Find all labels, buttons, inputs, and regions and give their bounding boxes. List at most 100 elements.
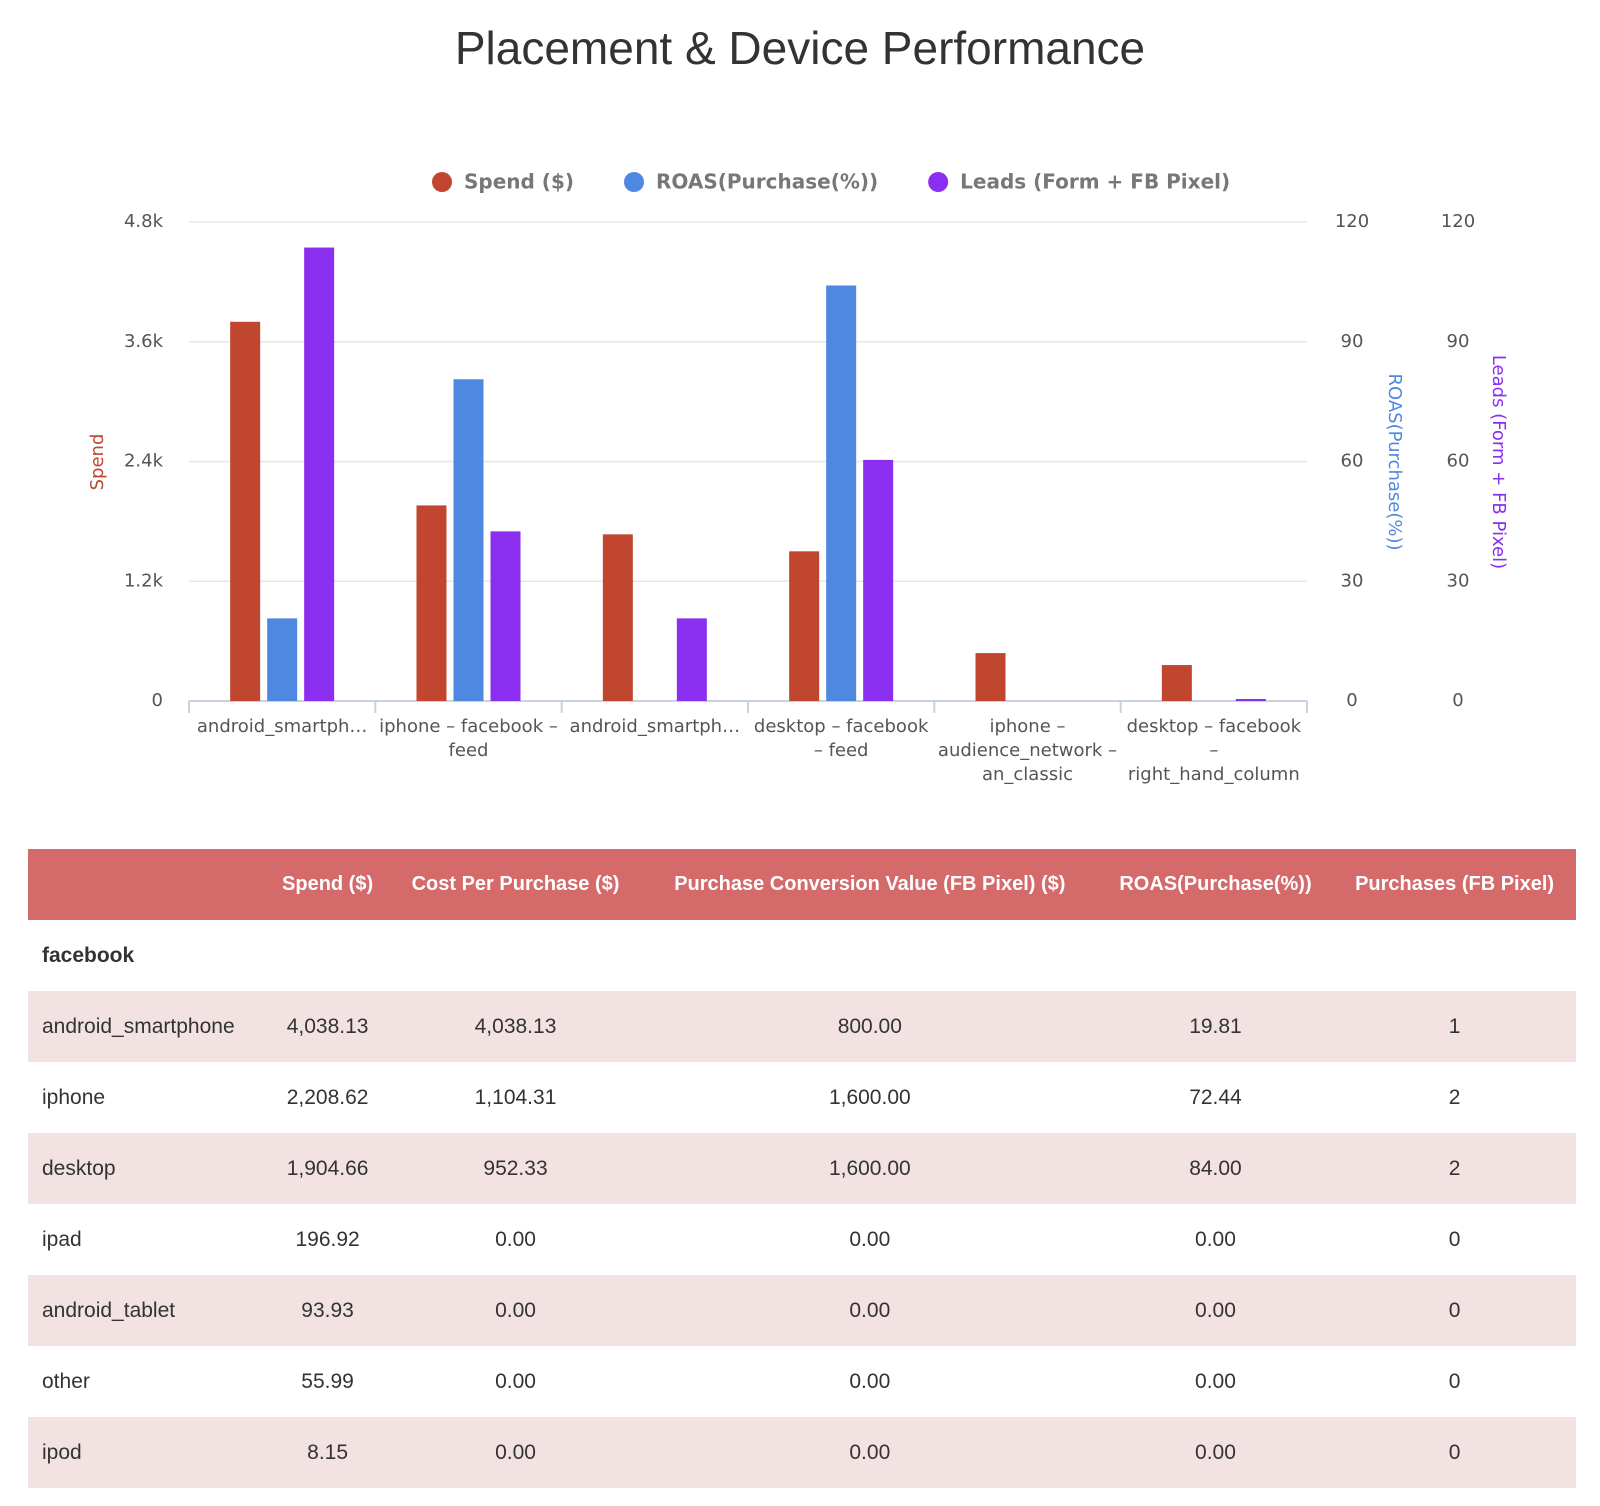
- bar: [1161, 665, 1192, 701]
- group-row: facebook: [28, 920, 1576, 991]
- y3-tick-label: 120: [1441, 211, 1475, 232]
- table-cell: 2: [1448, 1085, 1461, 1109]
- group-cell: facebook: [42, 943, 135, 967]
- x-tick-label: desktop – facebook – right_hand_column: [1126, 716, 1302, 785]
- y-tick-label: 3.6k: [124, 331, 164, 352]
- legend-marker: [624, 172, 644, 192]
- legend-label: Leads (Form + FB Pixel): [960, 170, 1230, 194]
- table-cell: 0.00: [849, 1227, 891, 1251]
- bar: [789, 551, 820, 701]
- header-cell: Spend ($): [265, 849, 390, 920]
- data-table: Spend ($) Cost Per Purchase ($) Purchase C…: [28, 849, 1576, 1488]
- table-cell: 0.00: [1195, 1369, 1236, 1393]
- y2-tick-label: 30: [1341, 570, 1364, 591]
- x-tick-label: iphone – facebook – feed: [379, 716, 558, 761]
- table-cell: android_tablet: [28, 1275, 266, 1346]
- legend-marker: [432, 172, 452, 192]
- x-tick-label: android_smartph…: [196, 716, 368, 737]
- table-cell: 93.93: [265, 1275, 390, 1346]
- y-tick-label: 0: [152, 690, 163, 711]
- table-cell: 0.00: [641, 1417, 1098, 1488]
- bar: [676, 618, 707, 701]
- y3-tick-label: 90: [1447, 331, 1470, 352]
- header-cell: Purchases (FB Pixel): [1333, 849, 1576, 920]
- table-cell: 0.00: [389, 1275, 642, 1346]
- y2-axis-title: ROAS(Purchase(%)): [1384, 373, 1405, 550]
- table-cell: 55.99: [301, 1369, 354, 1393]
- table-cell: 0.00: [849, 1369, 891, 1393]
- table-row: ipad 196.92 0.00 0.00 0.00 0: [28, 1204, 1576, 1275]
- bar: [230, 321, 261, 701]
- table-cell: 0.00: [1097, 1417, 1334, 1488]
- y2-tick-label: 60: [1341, 451, 1364, 472]
- table-row: iphone 2,208.62 1,104.31 1,600.00 72.44 2: [28, 1062, 1576, 1133]
- table-cell: 1,600.00: [828, 1085, 911, 1109]
- table-cell: 196.92: [295, 1227, 360, 1251]
- table-row: android_smartphone 4,038.13 4,038.13 800.00…: [28, 991, 1576, 1062]
- bar: [304, 247, 335, 701]
- table-cell: 952.33: [389, 1133, 642, 1204]
- table-cell: ipad: [42, 1227, 82, 1251]
- table-cell: 0: [1448, 1227, 1461, 1251]
- y3-tick-label: 30: [1447, 570, 1470, 591]
- bar: [453, 379, 484, 701]
- x-tick-label: iphone – audience_network – an_classic: [937, 716, 1118, 785]
- table-cell: 0: [1333, 1275, 1576, 1346]
- y2-tick-label: 0: [1346, 690, 1357, 711]
- x-tick-label: desktop – facebook – feed: [753, 716, 929, 761]
- bar: [1235, 699, 1266, 701]
- table-cell: desktop: [28, 1133, 266, 1204]
- table-cell: 4,038.13: [389, 991, 642, 1062]
- table-cell: ipod: [28, 1417, 266, 1488]
- header-row: Spend ($) Cost Per Purchase ($) Purchase C…: [28, 849, 1576, 920]
- y-tick-label: 2.4k: [124, 451, 164, 472]
- table-cell: iphone: [42, 1085, 106, 1109]
- y-axis-title: Spend: [87, 434, 108, 491]
- table-cell: 4,038.13: [265, 991, 390, 1062]
- table-cell: 1,600.00: [641, 1133, 1098, 1204]
- table-row: ipod 8.15 0.00 0.00 0.00 0: [28, 1417, 1576, 1488]
- table-cell: 84.00: [1097, 1133, 1334, 1204]
- header-cell: Purchase Conversion Value (FB Pixel) ($): [641, 849, 1098, 920]
- table-cell: 8.15: [265, 1417, 390, 1488]
- chart: Placement & Device Performance 0 1.2k 2.4k…: [87, 22, 1509, 713]
- table-cell: 2: [1333, 1133, 1576, 1204]
- y-tick-label: 1.2k: [124, 570, 164, 591]
- y2-tick-label: 120: [1335, 211, 1369, 232]
- table-cell: 0.00: [1195, 1227, 1236, 1251]
- table-cell: 0.00: [1097, 1275, 1334, 1346]
- x-tick-label: android_smartph…: [569, 716, 741, 737]
- header-cell: Cost Per Purchase ($): [389, 849, 642, 920]
- bar: [416, 505, 447, 701]
- table-cell: 0: [1333, 1417, 1576, 1488]
- table-cell: 1,904.66: [265, 1133, 390, 1204]
- legend-marker: [928, 172, 949, 192]
- bar: [975, 653, 1006, 701]
- table-cell: 1,104.31: [474, 1085, 557, 1109]
- table-cell: 1: [1333, 991, 1576, 1062]
- y2-tick-label: 90: [1341, 331, 1364, 352]
- y-tick-label: 4.8k: [124, 211, 164, 232]
- y3-tick-label: 0: [1452, 690, 1463, 711]
- bar: [490, 531, 521, 701]
- chart-title: Placement & Device Performance: [455, 22, 1145, 74]
- table-cell: 0.00: [495, 1369, 536, 1393]
- bar: [602, 534, 633, 701]
- table-row: other 55.99 0.00 0.00 0.00 0: [28, 1346, 1576, 1417]
- table-cell: android_smartphone: [28, 991, 266, 1062]
- table-cell: 800.00: [641, 991, 1098, 1062]
- header-cell: ROAS(Purchase(%)): [1097, 849, 1334, 920]
- header-cell: [28, 849, 266, 920]
- legend-label: ROAS(Purchase(%)): [656, 170, 878, 194]
- table-cell: other: [42, 1369, 90, 1393]
- bar: [863, 459, 894, 701]
- bar: [826, 285, 857, 701]
- table-cell: 0: [1448, 1369, 1461, 1393]
- table-cell: 19.81: [1097, 991, 1334, 1062]
- legend-label: Spend ($): [464, 170, 574, 194]
- table-cell: 2,208.62: [286, 1085, 369, 1109]
- table-cell: 0.00: [641, 1275, 1098, 1346]
- y3-tick-label: 60: [1447, 451, 1470, 472]
- table-row: desktop 1,904.66 952.33 1,600.00 84.00 2: [28, 1133, 1576, 1204]
